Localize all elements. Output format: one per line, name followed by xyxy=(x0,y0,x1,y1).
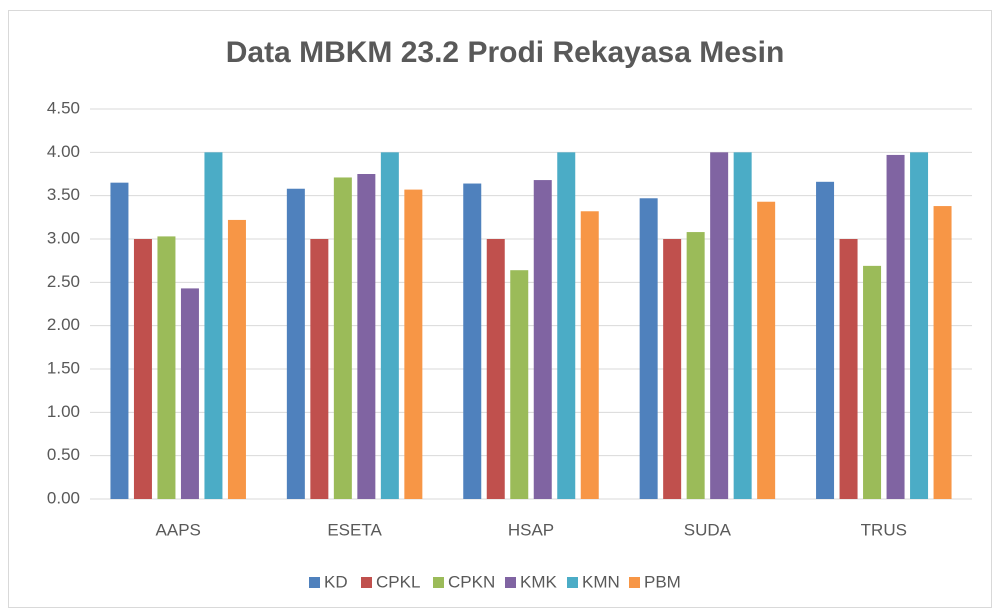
bar xyxy=(639,198,658,499)
bar xyxy=(757,201,776,499)
bar xyxy=(733,152,752,500)
legend-label: CPKN xyxy=(448,572,495,591)
x-tick-label: AAPS xyxy=(156,520,201,539)
bar xyxy=(510,270,529,499)
bar xyxy=(863,265,882,499)
legend-label: PBM xyxy=(644,572,681,591)
bar xyxy=(557,152,576,500)
bar xyxy=(533,180,552,500)
bar xyxy=(310,239,329,499)
bar xyxy=(933,206,952,500)
bar xyxy=(839,239,858,499)
x-tick-label: SUDA xyxy=(684,520,732,539)
legend-label: CPKL xyxy=(376,572,420,591)
bar xyxy=(404,189,423,499)
y-tick-label: 1.50 xyxy=(47,358,80,377)
bar xyxy=(157,236,176,499)
x-tick-label: TRUS xyxy=(861,520,907,539)
y-tick-label: 4.50 xyxy=(47,98,80,117)
bar xyxy=(816,181,835,500)
x-tick-label: ESETA xyxy=(327,520,382,539)
bar xyxy=(110,182,129,499)
bar xyxy=(486,239,505,499)
y-tick-label: 3.50 xyxy=(47,185,80,204)
y-tick-label: 4.00 xyxy=(47,142,80,161)
bar xyxy=(333,177,352,499)
legend-label: KMN xyxy=(582,572,620,591)
y-tick-label: 2.00 xyxy=(47,315,80,334)
y-tick-label: 0.50 xyxy=(47,445,80,464)
y-tick-label: 1.00 xyxy=(47,402,80,421)
bar xyxy=(204,152,223,500)
bar xyxy=(463,183,482,500)
legend-swatch xyxy=(505,577,516,588)
legend-label: KD xyxy=(324,572,348,591)
legend-swatch xyxy=(433,577,444,588)
legend-swatch xyxy=(567,577,578,588)
chart-title: Data MBKM 23.2 Prodi Rekayasa Mesin xyxy=(226,36,785,69)
bar xyxy=(710,152,729,500)
y-tick-label: 2.50 xyxy=(47,272,80,291)
bar xyxy=(886,154,905,499)
bar xyxy=(357,174,376,499)
bar xyxy=(133,239,152,499)
legend-swatch xyxy=(361,577,372,588)
bar xyxy=(686,232,705,500)
bar xyxy=(227,219,246,499)
bar xyxy=(380,152,399,500)
bar xyxy=(910,152,929,500)
y-tick-label: 0.00 xyxy=(47,488,80,507)
y-tick-label: 3.00 xyxy=(47,228,80,247)
bar xyxy=(580,211,599,499)
bar xyxy=(663,239,682,499)
x-tick-label: HSAP xyxy=(508,520,554,539)
legend-swatch xyxy=(309,577,320,588)
bar xyxy=(286,188,305,499)
bar xyxy=(180,288,199,499)
legend-swatch xyxy=(629,577,640,588)
legend-label: KMK xyxy=(520,572,558,591)
